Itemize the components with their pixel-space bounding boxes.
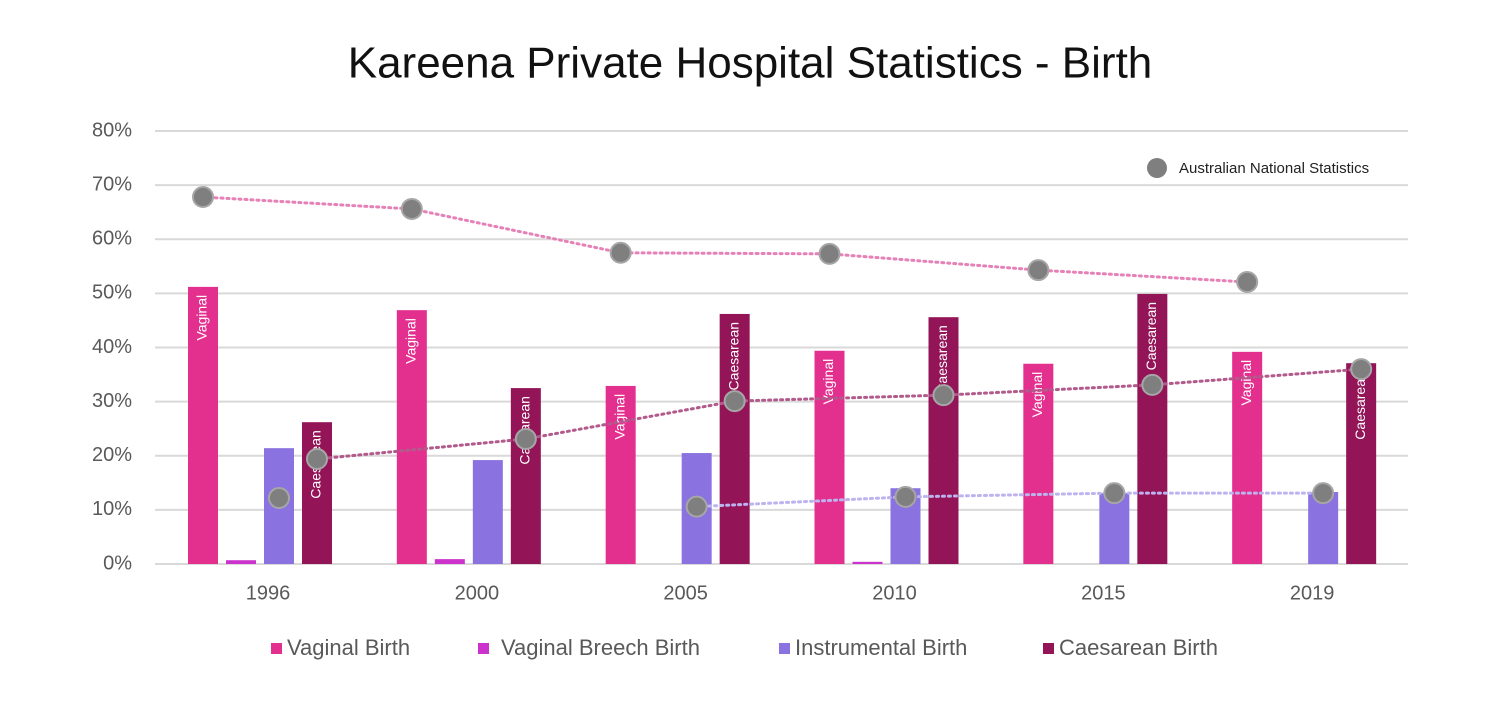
bar-label: Caesarean [934,325,950,394]
legend-label: Australian National Statistics [1179,160,1369,177]
national-line [201,195,1249,284]
national-point [1027,259,1050,282]
bar-label: Vaginal [1238,360,1254,406]
bar [1346,363,1377,564]
y-tick-label: 0% [103,552,132,574]
bar-label: Vaginal [820,359,836,405]
bar [1232,351,1263,564]
legend-label: Vaginal Birth [287,635,410,660]
legend-swatch [1043,643,1054,654]
y-tick-label: 20% [92,444,132,466]
national-point [306,447,328,470]
x-tick-label: 2015 [1081,582,1126,604]
y-tick-label: 30% [92,390,132,412]
national-point [1312,482,1335,505]
x-tick-label: 2019 [1290,582,1335,604]
national-point [268,486,290,509]
legend-swatch [478,643,489,654]
national-point [685,495,708,518]
national-point [400,197,423,220]
legend-label: Caesarean Birth [1059,635,1218,660]
y-tick-label: 70% [92,173,132,195]
y-tick-label: 50% [92,282,132,304]
bar [1023,363,1054,564]
national-point [1350,358,1373,381]
legend-label: Vaginal Breech Birth [501,635,700,660]
bar-label: Vaginal [611,394,627,440]
national-point [894,485,917,508]
national-point [1236,271,1259,294]
bar-label: Caesarean [1352,371,1368,440]
legend-swatch [779,643,790,654]
bar [1099,493,1130,564]
national-point [609,241,632,264]
national-point [192,186,214,209]
x-tick-label: 2000 [455,582,500,604]
x-tick-label: 2005 [663,582,708,604]
bar-label: Vaginal [403,318,419,364]
y-tick-label: 60% [92,228,132,250]
bar-label: Vaginal [1029,372,1045,418]
y-tick-label: 80% [92,119,132,141]
x-tick-label: 1996 [246,582,291,604]
bar [302,422,332,564]
national-point [1103,482,1126,505]
bar [188,286,218,564]
bar [472,460,503,564]
national-line [695,491,1325,509]
legend-swatch [271,643,282,654]
bar-label: Vaginal [194,295,210,341]
bar [434,559,465,564]
bar [814,350,845,564]
bar [719,313,750,564]
y-tick-label: 10% [92,498,132,520]
x-tick-label: 2010 [872,582,917,604]
bar [510,388,541,564]
chart-title: Kareena Private Hospital Statistics - Bi… [348,39,1153,88]
national-point [1141,373,1164,396]
bar [396,310,427,564]
national-line [315,367,1363,461]
national-point [514,427,537,450]
bar-label: Caesarean [1143,302,1159,371]
legend-label: Instrumental Birth [795,635,967,660]
y-tick-label: 40% [92,336,132,358]
bar [852,561,883,564]
bar [226,560,256,564]
national-point [932,384,955,407]
bar [928,317,959,564]
national-point [723,390,746,413]
bar-label: Caesarean [725,322,741,391]
bar [1137,293,1168,564]
national-point [818,242,841,265]
bar [605,385,636,564]
legend-marker [1147,158,1167,178]
